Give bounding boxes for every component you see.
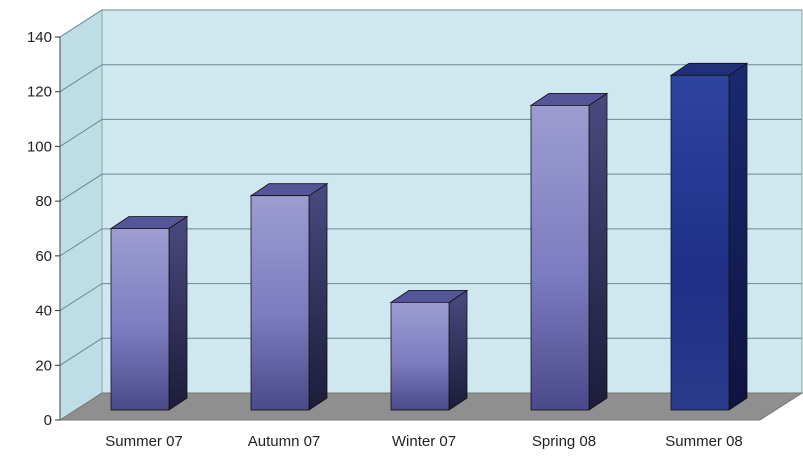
y-tick-label: 140 [27, 29, 52, 46]
side-wall [59, 9, 103, 421]
y-tick-label: 20 [35, 357, 52, 374]
bar-side [308, 182, 328, 411]
x-axis-labels: Summer 07 Autumn 07 Winter 07 Spring 08 Summ… [105, 433, 743, 450]
bar-front [110, 228, 170, 411]
bar-front [390, 301, 450, 411]
x-tick-label: Winter 07 [392, 433, 456, 450]
y-tick-label: 40 [35, 303, 52, 320]
bar-side [588, 92, 608, 411]
bar-side [448, 289, 468, 411]
y-tick-label: 120 [27, 84, 52, 101]
gridline [59, 64, 802, 93]
x-tick-label: Summer 07 [105, 433, 183, 450]
x-tick-label: Autumn 07 [248, 433, 321, 450]
bar [249, 182, 329, 411]
bar [389, 289, 469, 411]
bar-side [168, 215, 188, 411]
y-tick-label: 60 [35, 248, 52, 265]
gridline [59, 9, 802, 38]
bar [529, 92, 609, 411]
x-tick-label: Summer 08 [665, 433, 743, 450]
y-tick-label: 0 [44, 412, 52, 429]
y-tick-label: 80 [35, 193, 52, 210]
y-tick-label: 100 [27, 138, 52, 155]
x-tick-label: Spring 08 [532, 433, 596, 450]
bar-side [728, 62, 748, 411]
bar-front [670, 74, 730, 411]
y-axis-ticks: 0 20 40 60 80 100 120 140 [27, 29, 61, 429]
bar-front [530, 104, 590, 411]
bars [109, 62, 749, 411]
bar-front [250, 195, 310, 411]
bar [669, 62, 749, 411]
bar [109, 215, 189, 411]
